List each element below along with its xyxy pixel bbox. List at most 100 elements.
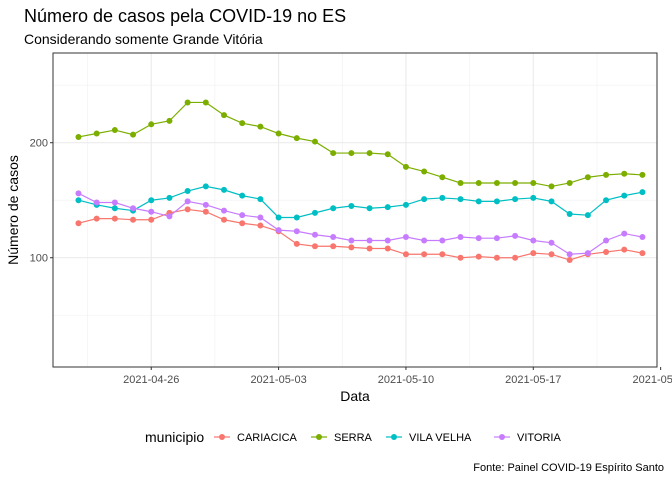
data-point bbox=[603, 171, 610, 178]
data-point bbox=[566, 179, 573, 186]
data-point bbox=[548, 183, 555, 190]
data-point bbox=[421, 251, 428, 258]
data-point bbox=[184, 198, 191, 205]
series-line bbox=[78, 208, 643, 261]
data-point bbox=[439, 174, 446, 181]
data-point bbox=[457, 196, 464, 203]
data-point bbox=[166, 194, 173, 201]
data-point bbox=[93, 215, 100, 222]
y-tick-label: 100 bbox=[30, 253, 48, 265]
caption: Fonte: Painel COVID-19 Espírito Santo bbox=[473, 462, 664, 474]
data-point bbox=[75, 197, 82, 204]
data-point bbox=[493, 254, 500, 261]
legend-entry: VILA VELHA bbox=[386, 432, 472, 444]
data-point bbox=[111, 199, 118, 206]
data-point bbox=[130, 131, 137, 138]
data-point bbox=[475, 235, 482, 242]
data-point bbox=[621, 230, 628, 237]
data-point bbox=[512, 179, 519, 186]
legend-label: VITORIA bbox=[517, 432, 561, 444]
data-point bbox=[475, 198, 482, 205]
data-point bbox=[366, 237, 373, 244]
series-line bbox=[78, 192, 643, 255]
data-point bbox=[348, 244, 355, 251]
legend: municipio CARIACICA SERRA VILA VELHA VITORI… bbox=[145, 429, 561, 445]
data-point bbox=[311, 243, 318, 250]
data-point bbox=[512, 254, 519, 261]
legend-key-point bbox=[391, 434, 397, 440]
legend-key-point bbox=[219, 434, 225, 440]
axes: 100 200 2021-04-26 2021-05-03 2021-05-10 2021… bbox=[30, 138, 672, 386]
data-point bbox=[111, 205, 118, 212]
data-point bbox=[293, 135, 300, 142]
data-point bbox=[130, 205, 137, 212]
data-point bbox=[566, 257, 573, 264]
legend-entry: SERRA bbox=[311, 432, 373, 444]
series-line bbox=[78, 185, 643, 219]
data-point bbox=[475, 253, 482, 260]
data-point bbox=[239, 212, 246, 219]
data-point bbox=[439, 237, 446, 244]
x-tick-label: 2021-05-17 bbox=[505, 374, 561, 386]
data-point bbox=[311, 138, 318, 145]
data-point bbox=[457, 234, 464, 241]
data-point bbox=[603, 237, 610, 244]
x-axis-label: Data bbox=[340, 388, 370, 404]
data-point bbox=[293, 228, 300, 235]
data-point bbox=[603, 197, 610, 204]
data-point bbox=[221, 216, 228, 223]
data-point bbox=[275, 227, 282, 234]
data-point bbox=[366, 245, 373, 252]
data-point bbox=[221, 186, 228, 193]
data-point bbox=[584, 174, 591, 181]
data-point bbox=[184, 99, 191, 106]
data-point bbox=[184, 188, 191, 195]
legend-key-point bbox=[499, 434, 505, 440]
data-point bbox=[530, 237, 537, 244]
data-point bbox=[148, 197, 155, 204]
legend-key-point bbox=[316, 434, 322, 440]
data-point bbox=[166, 117, 173, 124]
data-point bbox=[148, 216, 155, 223]
data-point bbox=[221, 207, 228, 214]
data-point bbox=[530, 179, 537, 186]
data-point bbox=[111, 215, 118, 222]
data-point bbox=[621, 192, 628, 199]
data-point bbox=[384, 204, 391, 211]
data-point bbox=[257, 222, 264, 229]
data-point bbox=[493, 235, 500, 242]
data-point bbox=[311, 209, 318, 216]
legend-entry: VITORIA bbox=[494, 432, 561, 444]
data-point bbox=[75, 220, 82, 227]
chart-title: Número de casos pela COVID-19 no ES bbox=[24, 6, 346, 26]
series-line bbox=[78, 101, 643, 188]
data-point bbox=[257, 214, 264, 221]
data-point bbox=[421, 196, 428, 203]
data-point bbox=[402, 251, 409, 258]
data-point bbox=[202, 99, 209, 106]
data-point bbox=[148, 121, 155, 128]
data-point bbox=[475, 179, 482, 186]
data-point bbox=[384, 245, 391, 252]
series-vitoria bbox=[75, 190, 646, 258]
data-point bbox=[239, 192, 246, 199]
data-point bbox=[402, 201, 409, 208]
data-point bbox=[257, 123, 264, 130]
data-point bbox=[148, 208, 155, 215]
data-point bbox=[512, 232, 519, 239]
legend-label: SERRA bbox=[334, 432, 373, 444]
data-point bbox=[402, 163, 409, 170]
data-point bbox=[75, 133, 82, 140]
data-point bbox=[584, 250, 591, 257]
data-point bbox=[384, 151, 391, 158]
data-point bbox=[93, 130, 100, 137]
data-point bbox=[639, 171, 646, 178]
data-point bbox=[75, 190, 82, 197]
data-point bbox=[384, 237, 391, 244]
data-point bbox=[493, 198, 500, 205]
data-point bbox=[366, 150, 373, 157]
data-point bbox=[421, 237, 428, 244]
data-point bbox=[293, 214, 300, 221]
x-tick-label: 2021-05-03 bbox=[250, 374, 306, 386]
